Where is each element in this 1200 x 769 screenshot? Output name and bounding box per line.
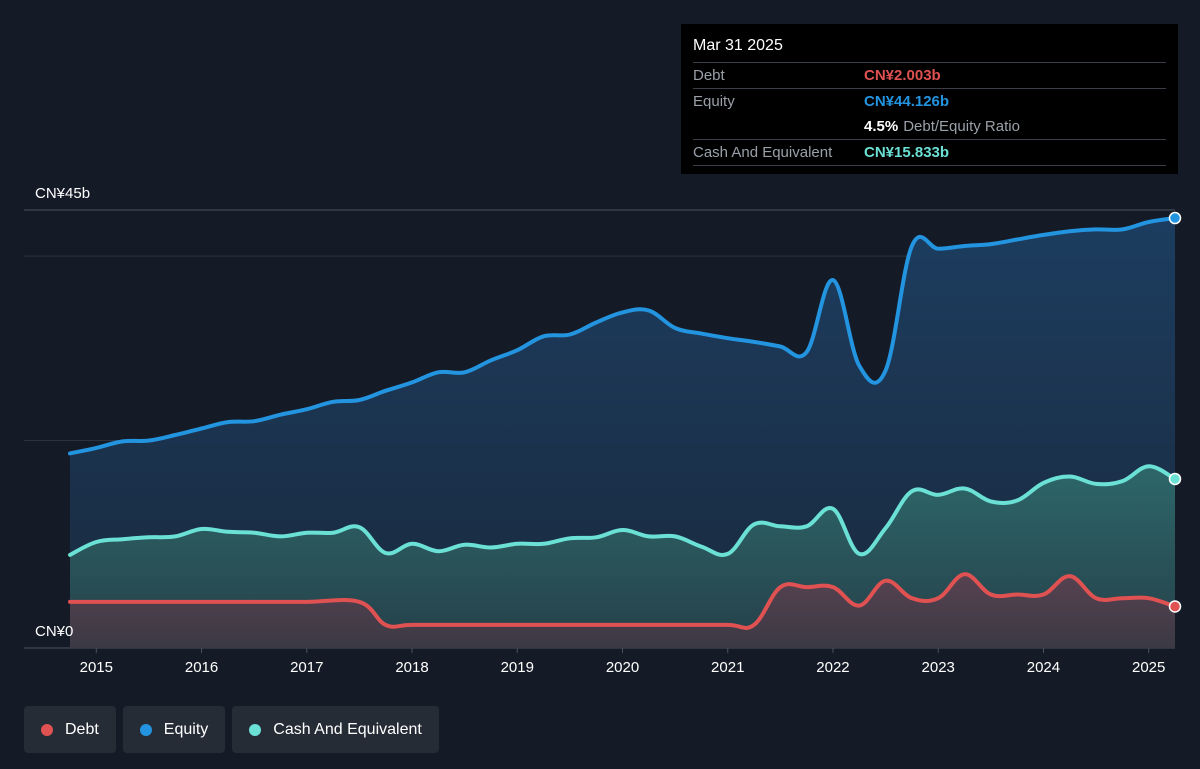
tooltip-ratio-value: 4.5%	[864, 118, 899, 135]
x-tick-label: 2021	[711, 659, 744, 676]
series-lines	[68, 216, 1177, 630]
debt-area	[70, 574, 1175, 648]
tooltip-equity-label: Equity	[693, 93, 735, 110]
legend-debt-label: Debt	[65, 720, 99, 738]
equity-endpoint	[1168, 211, 1182, 225]
debt-endpoint	[1168, 600, 1182, 613]
y-axis-top-label: CN¥45b	[35, 185, 90, 202]
tooltip-row-equity: Equity CN¥44.126b	[693, 88, 1166, 114]
x-tick-label: 2018	[395, 659, 428, 676]
x-tick-label: 2016	[185, 659, 218, 676]
legend-cash-label: Cash And Equivalent	[273, 720, 422, 738]
legend-item-equity[interactable]: Equity	[122, 706, 226, 753]
series-endpoints	[1168, 211, 1182, 613]
tooltip-debt-label: Debt	[693, 67, 725, 84]
x-tick-label: 2023	[922, 659, 955, 676]
x-tick-label: 2017	[290, 659, 323, 676]
x-tick-label: 2025	[1132, 659, 1165, 676]
x-tick-label: 2022	[816, 659, 849, 676]
cash-line	[68, 464, 1177, 557]
tooltip-ratio-label: Debt/Equity Ratio	[903, 118, 1020, 135]
tooltip-row-debt: Debt CN¥2.003b	[693, 62, 1166, 88]
x-tick-label: 2015	[80, 659, 113, 676]
tooltip: Mar 31 2025 Debt CN¥2.003b Equity CN¥44.…	[681, 24, 1178, 174]
equity-line	[68, 216, 1177, 456]
tooltip-equity-value: CN¥44.126b	[864, 93, 950, 110]
cash-dot-icon	[249, 723, 262, 736]
tooltip-debt-value: CN¥2.003b	[864, 67, 941, 84]
debt-dot-icon	[41, 723, 53, 736]
x-tick-label: 2019	[501, 659, 534, 676]
x-tick-label: 2020	[606, 659, 639, 676]
tooltip-row-ratio: 4.5% Debt/Equity Ratio	[693, 114, 1166, 139]
legend-item-debt[interactable]: Debt	[24, 706, 116, 753]
tooltip-cash-value: CN¥15.833b	[864, 144, 950, 161]
tooltip-cash-label: Cash And Equivalent	[693, 144, 833, 161]
debt-line	[68, 572, 1177, 630]
legend-equity-label: Equity	[163, 720, 209, 738]
tooltip-date: Mar 31 2025	[693, 37, 783, 54]
legend-item-cash[interactable]: Cash And Equivalent	[232, 706, 439, 753]
cash-endpoint	[1168, 472, 1182, 486]
tooltip-row-cash: Cash And Equivalent CN¥15.833b	[693, 139, 1166, 166]
legend: Debt Equity Cash And Equivalent	[24, 706, 439, 753]
x-axis: 2015 2016 2017 2018 2019 2020 2021 2022 2023 2024…	[80, 648, 1165, 676]
x-tick-label: 2024	[1027, 659, 1060, 676]
series-areas	[70, 218, 1175, 648]
y-axis-bottom-label: CN¥0	[35, 623, 73, 640]
equity-dot-icon	[139, 723, 152, 736]
